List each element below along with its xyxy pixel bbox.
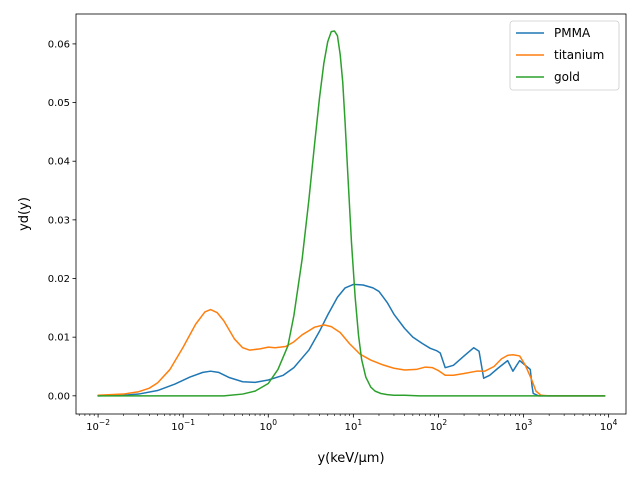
x-tick-label: 101 — [345, 418, 363, 433]
x-axis: 10−2 10−1 100 101 102 103 104 — [78, 414, 618, 433]
y-tick-label: 0.03 — [48, 215, 70, 226]
x-tick-label: 10−1 — [171, 418, 195, 433]
x-tick-label: 100 — [260, 418, 278, 433]
x-tick-label: 10−2 — [86, 418, 110, 433]
y-tick-label: 0.02 — [48, 274, 70, 285]
x-tick-label: 103 — [515, 418, 533, 433]
y-axis: 0.00 0.01 0.02 0.03 0.04 0.05 0.06 — [48, 39, 76, 402]
y-tick-label: 0.04 — [48, 157, 70, 168]
y-tick-label: 0.01 — [48, 333, 70, 344]
legend-label: titanium — [554, 48, 604, 62]
legend: PMMA titanium gold — [509, 20, 620, 91]
y-axis-title: yd(y) — [17, 197, 32, 231]
y-tick-label: 0.00 — [48, 391, 70, 402]
x-tick-label: 102 — [430, 418, 448, 433]
series-line-gold — [97, 30, 606, 397]
y-tick-label: 0.06 — [48, 39, 70, 50]
x-axis-title: y(keV/µm) — [317, 451, 384, 466]
series-layer — [97, 30, 606, 397]
plot-frame — [75, 13, 627, 415]
legend-label: gold — [554, 70, 580, 84]
series-line-pmma — [97, 283, 606, 397]
legend-label: PMMA — [554, 26, 591, 40]
legend-box — [509, 20, 620, 91]
x-tick-label: 104 — [600, 418, 618, 433]
y-tick-label: 0.05 — [48, 98, 70, 109]
series-line-titanium — [97, 308, 606, 397]
